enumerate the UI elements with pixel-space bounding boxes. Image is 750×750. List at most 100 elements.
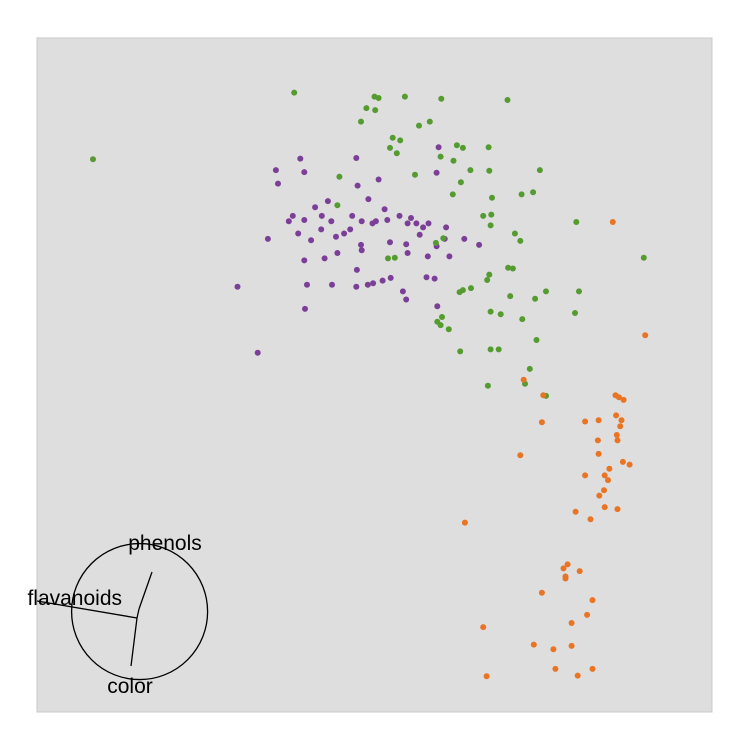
- data-point: [626, 461, 633, 468]
- data-point: [289, 212, 296, 219]
- data-point: [601, 504, 608, 511]
- data-point: [606, 465, 613, 472]
- data-point: [488, 211, 495, 218]
- data-point: [318, 226, 325, 233]
- data-point: [408, 215, 414, 221]
- data-point: [404, 250, 411, 256]
- data-point: [485, 144, 492, 151]
- data-point: [341, 230, 348, 237]
- data-point: [538, 589, 545, 596]
- data-point: [431, 275, 438, 282]
- data-point: [403, 241, 410, 248]
- data-point: [572, 508, 579, 515]
- data-point: [467, 167, 474, 174]
- loading-vector-color: [130, 617, 138, 667]
- plot-panel: [36, 37, 713, 713]
- data-point: [439, 314, 445, 320]
- data-point: [275, 180, 281, 187]
- data-point: [532, 295, 539, 302]
- data-point: [297, 155, 304, 162]
- data-point: [354, 182, 361, 189]
- data-point: [572, 310, 578, 316]
- data-point: [459, 144, 466, 151]
- data-point: [324, 198, 331, 205]
- data-point: [538, 419, 545, 426]
- data-point: [487, 346, 494, 353]
- data-point: [449, 191, 456, 198]
- data-point: [461, 235, 468, 242]
- data-point: [438, 95, 445, 102]
- data-point: [437, 322, 444, 329]
- data-point: [568, 642, 575, 649]
- data-point: [552, 665, 559, 672]
- data-point: [596, 492, 603, 499]
- data-point: [446, 253, 453, 260]
- data-point: [613, 412, 620, 419]
- data-point: [301, 217, 308, 223]
- data-point: [404, 220, 411, 227]
- data-point: [584, 611, 591, 618]
- data-point: [285, 218, 292, 225]
- data-point: [318, 212, 325, 219]
- loading-vector-flavanoids: [36, 600, 138, 619]
- data-point: [423, 274, 430, 281]
- data-point: [519, 316, 526, 323]
- data-point: [401, 93, 408, 100]
- data-point: [642, 332, 649, 339]
- data-point: [536, 167, 543, 174]
- data-point: [605, 477, 611, 484]
- data-point: [461, 519, 468, 526]
- data-point: [445, 326, 452, 333]
- data-point: [329, 281, 335, 288]
- data-point: [393, 150, 400, 157]
- data-point: [353, 155, 360, 161]
- data-point: [391, 254, 398, 261]
- data-point: [375, 176, 382, 183]
- data-point: [505, 264, 512, 271]
- data-point: [372, 107, 379, 114]
- loading-label-phenols: phenols: [128, 532, 202, 555]
- data-point: [424, 253, 431, 260]
- data-point: [302, 305, 308, 312]
- data-point: [328, 218, 335, 225]
- data-point: [349, 212, 356, 219]
- data-point: [620, 396, 627, 403]
- data-point: [568, 620, 575, 626]
- data-point: [358, 247, 365, 254]
- data-point: [416, 231, 423, 238]
- data-point: [301, 169, 308, 176]
- data-point: [574, 672, 581, 679]
- data-point: [412, 171, 418, 178]
- data-point: [582, 418, 589, 425]
- data-point: [384, 217, 391, 223]
- data-point: [457, 179, 464, 186]
- data-point: [540, 392, 547, 399]
- series-0: [234, 144, 483, 356]
- data-point: [520, 376, 527, 383]
- data-point: [618, 417, 625, 424]
- data-point: [582, 472, 589, 479]
- data-point: [389, 134, 396, 141]
- biplot-axes: phenols flavanoids color: [27, 532, 209, 698]
- data-point: [504, 97, 511, 103]
- vector-origin: [136, 608, 140, 619]
- data-point: [416, 122, 422, 129]
- data-point: [518, 191, 525, 198]
- data-point: [347, 226, 354, 233]
- data-point: [543, 288, 549, 295]
- loading-label-color: color: [107, 675, 153, 698]
- data-point: [453, 142, 460, 149]
- data-point: [509, 265, 516, 272]
- data-point: [562, 575, 569, 582]
- data-point: [336, 173, 343, 180]
- data-point: [295, 230, 302, 237]
- data-point: [369, 220, 376, 227]
- data-point: [517, 237, 524, 244]
- data-point: [595, 450, 602, 457]
- data-point: [483, 673, 490, 680]
- data-point: [435, 144, 442, 151]
- data-point: [425, 220, 432, 227]
- data-point: [264, 235, 271, 242]
- data-point: [456, 289, 463, 296]
- data-point: [358, 241, 364, 248]
